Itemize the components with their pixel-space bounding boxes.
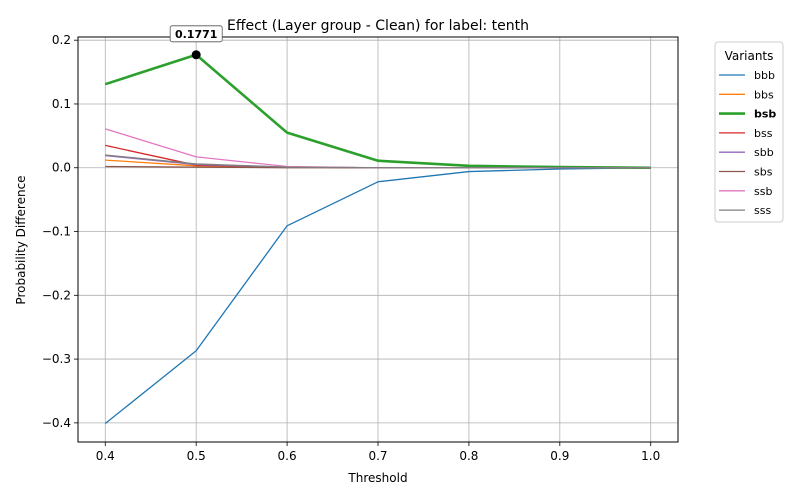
legend-box: [714, 41, 784, 223]
series-line-sss: [105, 154, 651, 169]
x-tick-label: 0.8: [459, 449, 478, 463]
legend-label-ssb: ssb: [754, 185, 772, 198]
y-tick-label: 0.0: [52, 161, 71, 175]
legend-label-sbs: sbs: [754, 166, 773, 179]
legend: Variants bbb bbs bsb bss sbb sbs ssb sss: [714, 41, 784, 223]
legend-label-sbb: sbb: [754, 146, 774, 159]
annotation-label: 0.1771: [175, 28, 217, 41]
annotation: 0.1771: [169, 25, 223, 60]
y-axis-label: Probability Difference: [14, 175, 28, 304]
legend-items: bbb bbs bsb bss sbb sbs ssb sss: [719, 69, 776, 217]
annotation-box: [169, 25, 223, 43]
chart-title: Effect (Layer group - Clean) for label: …: [227, 18, 529, 34]
legend-label-bss: bss: [754, 127, 773, 140]
x-tick-label: 0.5: [187, 449, 206, 463]
x-axis-label: Threshold: [347, 471, 407, 485]
x-tick-label: 0.7: [368, 449, 387, 463]
legend-title: Variants: [725, 49, 774, 63]
annotation-point: [191, 50, 201, 60]
x-tick-label: 0.6: [278, 449, 297, 463]
y-tick-label: 0.1: [52, 97, 71, 111]
y-tick-label: 0.2: [52, 33, 71, 47]
x-tick-label: 0.4: [96, 449, 115, 463]
y-tick-label: −0.4: [42, 416, 71, 430]
legend-label-bbb: bbb: [754, 69, 775, 82]
grid: [78, 37, 678, 442]
legend-label-bsb: bsb: [754, 108, 776, 121]
y-tick-label: −0.1: [42, 225, 71, 239]
legend-label-bbs: bbs: [754, 88, 774, 101]
legend-label-sss: sss: [754, 204, 771, 217]
y-tick-label: −0.2: [42, 288, 71, 302]
x-tick-label: 0.9: [550, 449, 569, 463]
series-line-bbb: [104, 167, 651, 425]
y-tick-label: −0.3: [42, 352, 71, 366]
x-tick-label: 1.0: [641, 449, 660, 463]
axis-ticks: 0.4 0.5 0.6 0.7 0.8 0.9 1.0 −0.4 −0.3 −0.2 −0.1 0.0…: [42, 33, 660, 463]
